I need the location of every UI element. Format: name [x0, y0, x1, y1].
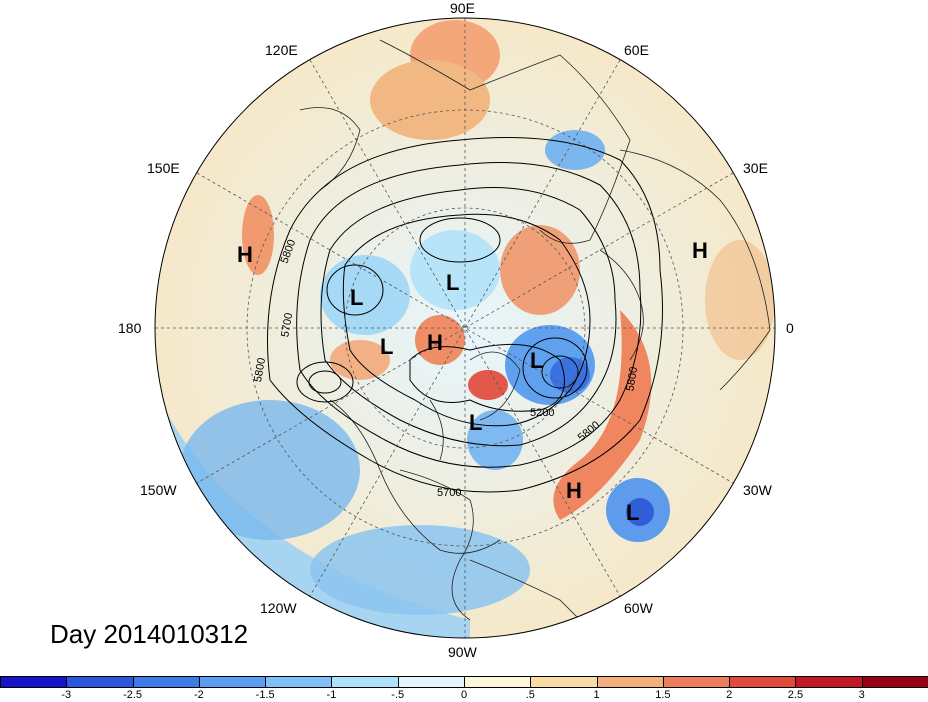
high-marker: H: [566, 478, 582, 503]
colorbar-segment: [464, 676, 532, 688]
colorbar-segment: [265, 676, 333, 688]
low-marker: L: [380, 334, 393, 359]
lon-label-150w: 150W: [140, 482, 177, 498]
colorbar-segment: [0, 676, 68, 688]
colorbar-segment: [66, 676, 134, 688]
colorbar-segment: [795, 676, 863, 688]
low-marker: L: [469, 410, 482, 435]
graticule: [155, 18, 775, 638]
low-marker: L: [446, 270, 459, 295]
colorbar-segment: [596, 676, 664, 688]
low-marker: L: [530, 348, 543, 373]
colorbar-segment: [729, 676, 797, 688]
contour-label: 5800: [624, 366, 640, 392]
colorbar-segment: [198, 676, 267, 688]
contour-label: 5200: [530, 407, 554, 419]
colorbar-segment: [662, 676, 731, 688]
lon-label-60e: 60E: [624, 42, 649, 58]
colorbar-tick-label: -.5: [391, 689, 405, 701]
lon-label-30e: 30E: [743, 160, 768, 176]
high-marker: H: [237, 242, 253, 267]
date-label: Day 2014010312: [50, 619, 249, 649]
colorbar-segment: [530, 676, 598, 688]
colorbar-tick-label: 2.5: [787, 689, 804, 701]
colorbar-segment: [331, 676, 399, 688]
high-marker: H: [692, 238, 708, 263]
colorbar-tick-label: .5: [525, 689, 535, 701]
colorbar: [0, 676, 928, 690]
contour-label: 5700: [279, 312, 295, 338]
lon-label-120e: 120E: [265, 42, 298, 58]
colorbar-tick-label: 0: [460, 689, 468, 701]
lon-label-30w: 30W: [743, 482, 772, 498]
low-marker: L: [350, 285, 363, 310]
lon-label-90w: 90W: [448, 644, 477, 660]
lon-label-0: 0: [786, 320, 794, 336]
lon-label-60w: 60W: [624, 600, 653, 616]
lon-label-120w: 120W: [260, 600, 297, 616]
colorbar-tick-label: -2.5: [123, 689, 143, 701]
contour-label: 5800: [252, 357, 268, 383]
colorbar-tick-label: -1: [326, 689, 337, 701]
colorbar-tick-label: -1.5: [255, 689, 275, 701]
lon-label-90e: 90E: [450, 0, 475, 16]
colorbar-tick-label: 1: [593, 689, 600, 701]
colorbar-tick-label: -2: [193, 689, 204, 701]
high-marker: H: [427, 330, 443, 355]
colorbar-tick-label: -3: [61, 689, 72, 701]
colorbar-segment: [861, 676, 928, 688]
lon-label-180: 180: [118, 320, 142, 336]
height-contours: [267, 137, 663, 493]
low-marker: L: [626, 500, 639, 525]
colorbar-tick-label: 3: [858, 689, 865, 701]
map-border: [154, 17, 776, 639]
lon-label-150e: 150E: [147, 160, 180, 176]
contour-label: 5700: [437, 487, 461, 499]
colorbar-segment: [132, 676, 200, 688]
colorbar-tick-label: 2: [726, 689, 733, 701]
colorbar-segment: [397, 676, 465, 688]
colorbar-tick-label: 1.5: [655, 689, 671, 701]
